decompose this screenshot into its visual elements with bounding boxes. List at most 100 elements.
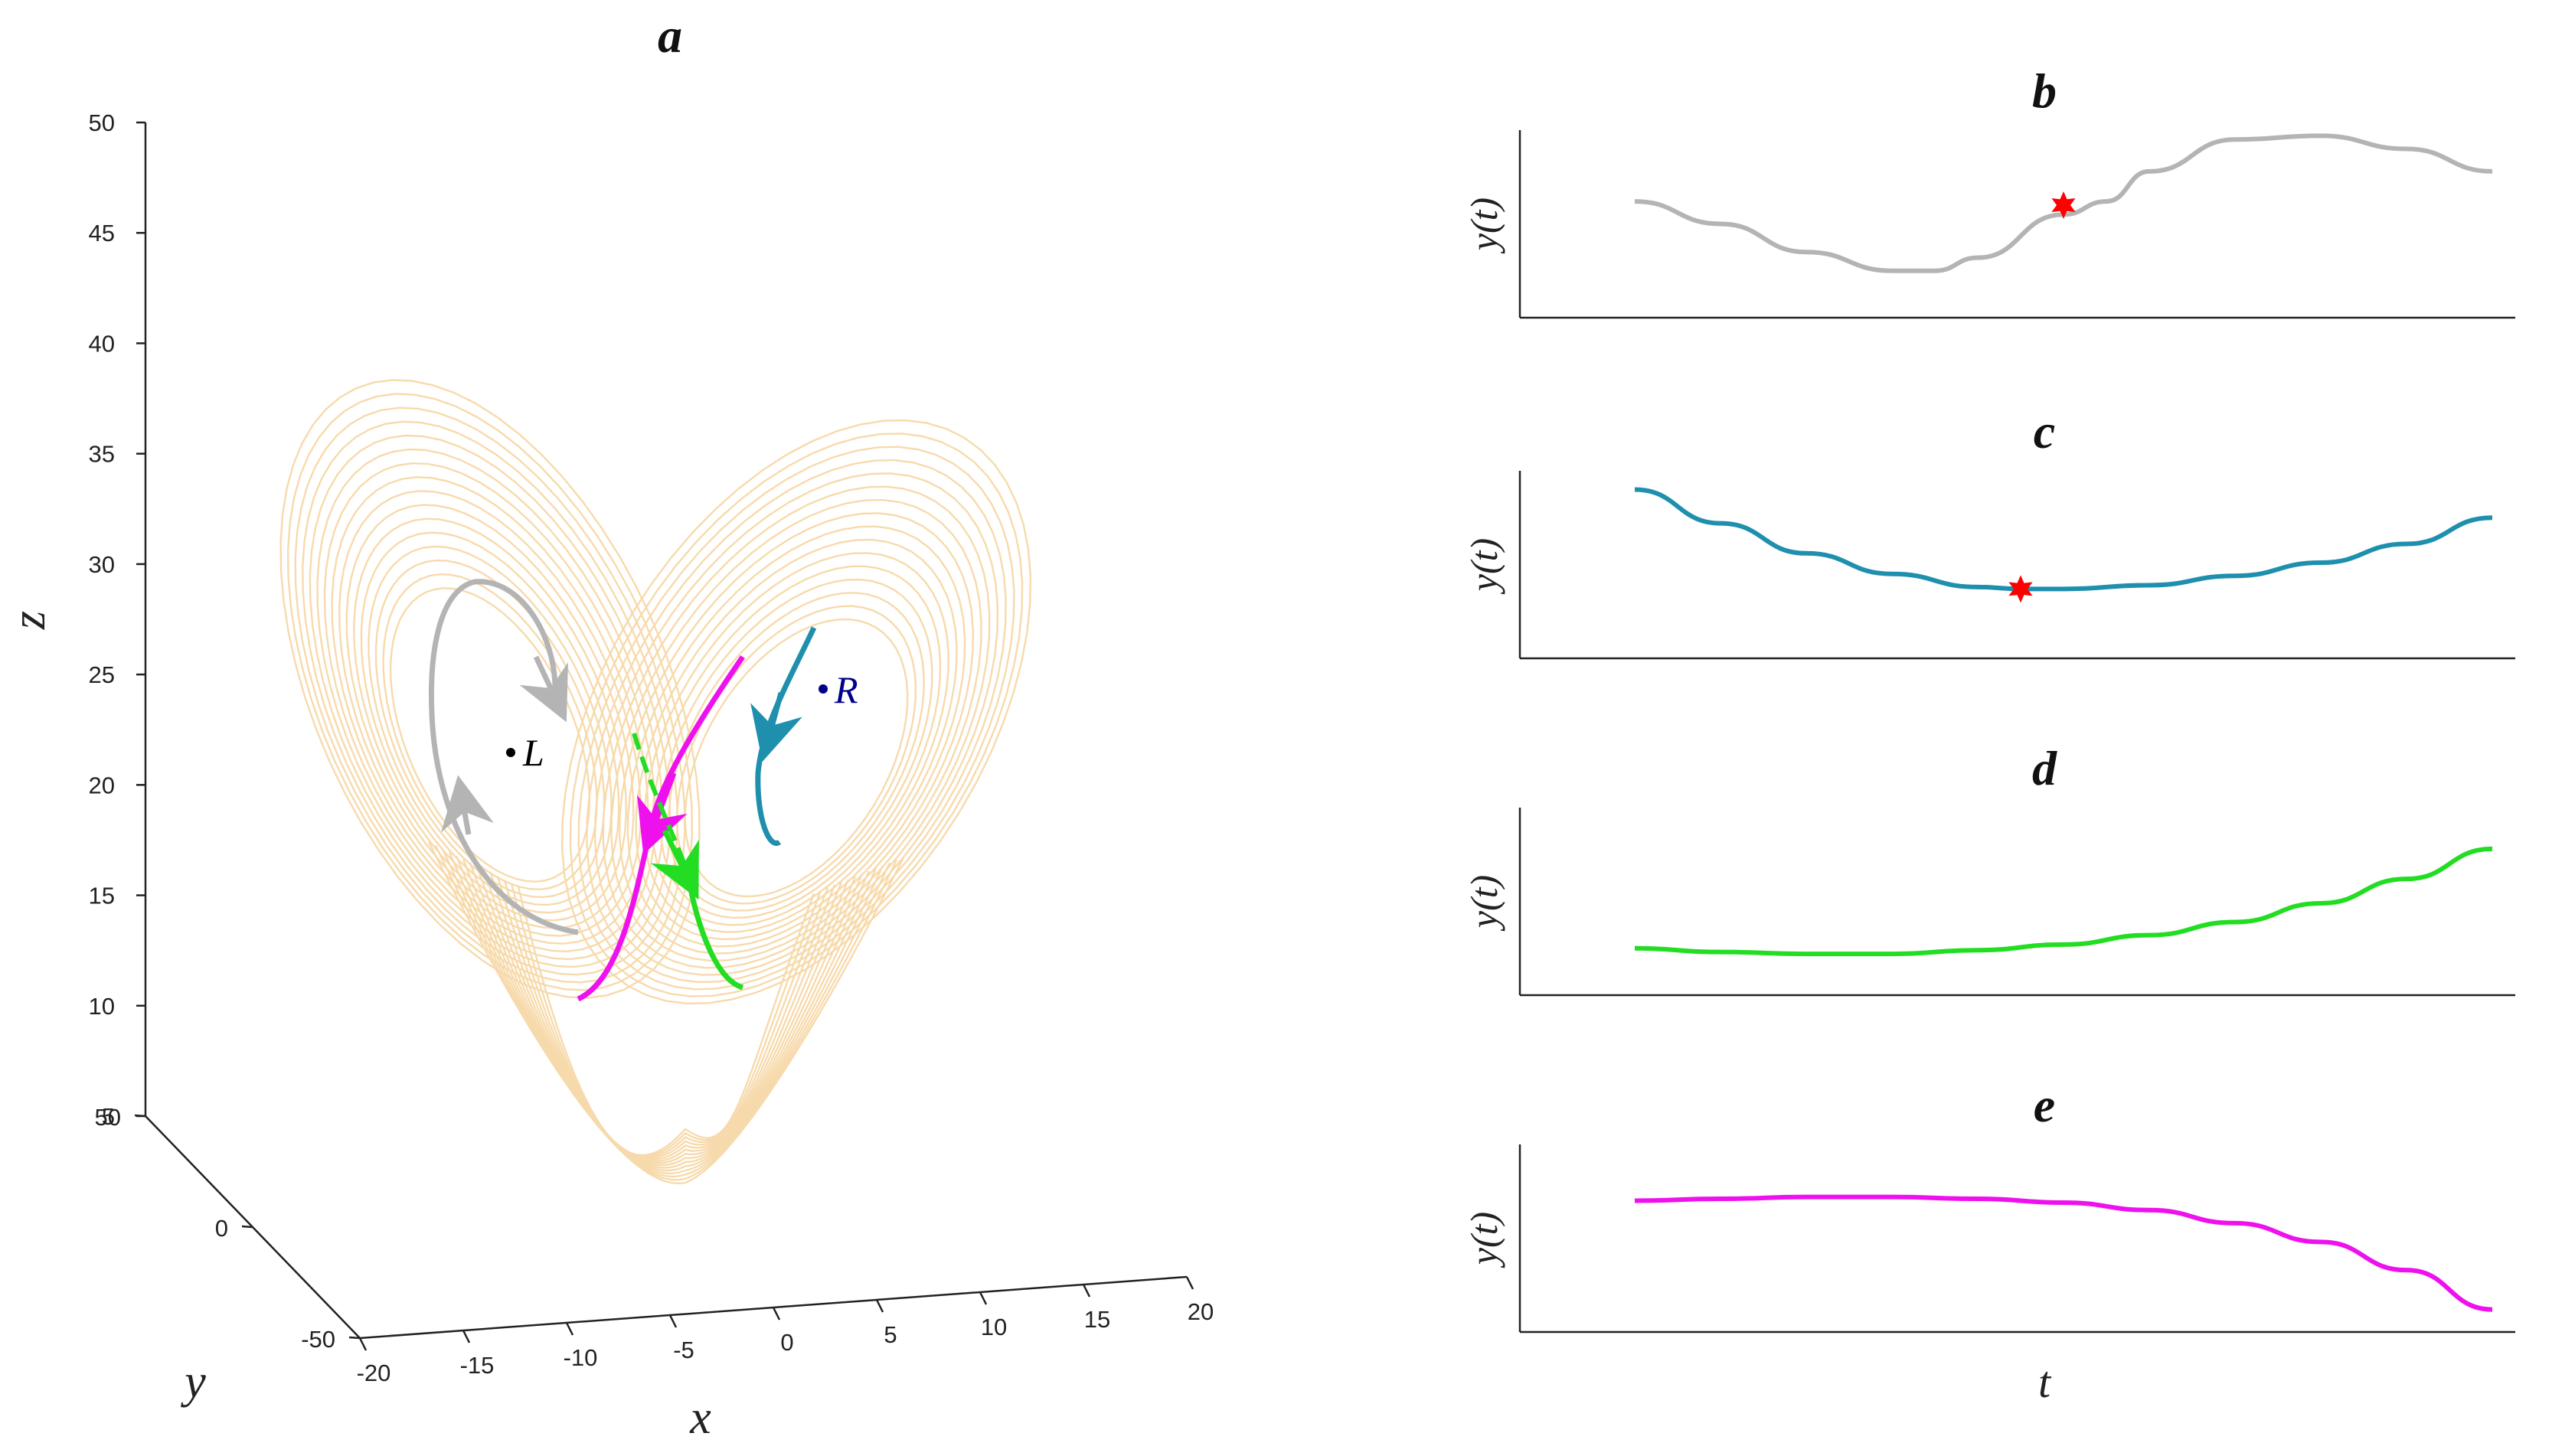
attractor-right-wing: [560, 419, 1032, 1005]
attractor-funnel: [503, 880, 829, 1158]
attractor-right-wing: [675, 605, 917, 905]
x-tick-mark: [875, 1299, 884, 1313]
z-tick-label: 20: [89, 772, 115, 798]
gray-trajectory-arrow: [519, 655, 568, 723]
attractor-funnel: [427, 841, 905, 1185]
attractor-left-wing: [338, 490, 642, 937]
gray-trajectory: [429, 579, 579, 935]
x-axis-label: x: [689, 1392, 711, 1444]
y-tick-mark: [134, 1114, 146, 1118]
panel-d: d y(t): [1462, 741, 2515, 997]
point-L-label: L: [522, 731, 544, 774]
y-tick-mark: [241, 1225, 253, 1229]
x-tick-label: 0: [780, 1329, 793, 1356]
z-tick-label: 35: [89, 441, 115, 468]
attractor-right-wing: [586, 459, 1007, 984]
y-axis-label: y: [180, 1356, 206, 1408]
x-tick-label: -5: [673, 1337, 694, 1363]
point-R-marker: [819, 684, 828, 694]
attractor-right-wing: [635, 538, 958, 941]
attractor-right-wing: [618, 512, 975, 955]
attractor-right-wing: [659, 578, 933, 919]
x-tick-label: -10: [564, 1344, 598, 1371]
x-tick-label: 10: [981, 1314, 1007, 1340]
z-tick-label: 15: [89, 883, 115, 909]
attractor-left-wing: [294, 406, 686, 984]
x-tick-mark: [772, 1307, 781, 1321]
x-tick-mark: [979, 1291, 988, 1305]
z-tick-label: 45: [89, 220, 115, 246]
attractor-right-wing: [610, 498, 982, 962]
z-axis-label: z: [3, 611, 55, 630]
attractor-left-wing: [353, 517, 627, 922]
panel-c-series-line: [1634, 487, 2493, 592]
attractor-right-wing: [593, 472, 999, 976]
panel-e: e y(t) t: [1462, 1078, 2515, 1407]
attractor-left-wing: [286, 393, 694, 991]
panel-d-series-line: [1634, 846, 2493, 957]
attractor-funnel: [469, 862, 864, 1167]
cyan-trajectory-arrow: [750, 692, 802, 762]
attractor-funnel: [462, 859, 871, 1169]
x-tick-mark: [668, 1314, 678, 1328]
attractor-funnel: [517, 886, 815, 1157]
panel-b-marker: [2051, 191, 2076, 219]
attractor-left-wing: [382, 573, 598, 891]
x-tick-mark: [1185, 1276, 1194, 1290]
panel-d-title: d: [2032, 741, 2057, 795]
y-tick-label: 50: [95, 1104, 121, 1131]
panel-e-series-line: [1634, 1194, 2493, 1312]
panel-c-marker: [2008, 575, 2033, 603]
y-ticks: -50 0 50: [95, 1104, 361, 1353]
x-tick-label: -15: [460, 1352, 495, 1379]
attractor-right-wing: [602, 485, 991, 969]
x-tick-label: 5: [884, 1321, 897, 1348]
panel-e-y-label: y(t): [1462, 1212, 1505, 1268]
panel-d-y-label: y(t): [1462, 875, 1505, 932]
green-trajectory-arrow: [651, 829, 699, 900]
gray-trajectory-arrow: [440, 775, 494, 835]
x-tick-mark: [565, 1322, 574, 1336]
right-panels: b y(t) c y(t) d y(t) e y(t) t: [1462, 64, 2515, 1407]
point-L-marker: [506, 748, 515, 757]
attractor-left-wing: [368, 545, 613, 906]
attractor-right-wing: [668, 592, 925, 912]
magenta-trajectory-arrow: [636, 772, 688, 855]
point-R-label: R: [834, 668, 858, 711]
panel-c: c y(t): [1462, 404, 2515, 660]
attractor-right-wing: [651, 565, 942, 926]
attractor-funnel: [441, 848, 891, 1178]
y-tick-label: 0: [215, 1215, 228, 1242]
panel-e-title: e: [2034, 1078, 2055, 1132]
attractor-right-wing: [643, 552, 949, 933]
x-tick-mark: [1082, 1284, 1091, 1298]
attractor-funnel: [434, 844, 898, 1181]
x-tick-label: -20: [357, 1360, 391, 1386]
x-ticks: -20 -15 -10 -5 0 5 10 15 20: [357, 1276, 1214, 1386]
cyan-trajectory: [755, 626, 817, 846]
panel-b-y-label: y(t): [1462, 198, 1505, 254]
y-tick-label: -50: [301, 1326, 335, 1353]
panel-c-y-label: y(t): [1462, 538, 1505, 595]
x-tick-mark: [358, 1337, 368, 1351]
x-tick-label: 15: [1084, 1306, 1110, 1333]
attractor-funnel: [496, 876, 836, 1159]
attractor-funnel: [455, 855, 877, 1172]
attractor-right-wing: [684, 618, 909, 898]
z-tick-label: 40: [89, 330, 115, 357]
z-tick-label: 30: [89, 551, 115, 578]
attractor-left-wing: [279, 379, 701, 999]
z-tick-label: 50: [89, 109, 115, 136]
z-ticks: 5 10 15 20 25 30 35 40 45 50: [89, 109, 145, 1130]
attractor-right-wing: [569, 433, 1024, 997]
attractor-funnel: [510, 883, 822, 1157]
attractor-loops: [279, 379, 1032, 1185]
z-tick-label: 5: [102, 1103, 115, 1130]
attractor-right-wing: [626, 525, 966, 948]
attractor-funnel: [482, 869, 850, 1163]
y-tick-mark: [348, 1336, 361, 1340]
attractor-left-wing: [374, 559, 606, 899]
z-tick-label: 10: [89, 993, 115, 1020]
attractor-funnel: [448, 852, 884, 1174]
